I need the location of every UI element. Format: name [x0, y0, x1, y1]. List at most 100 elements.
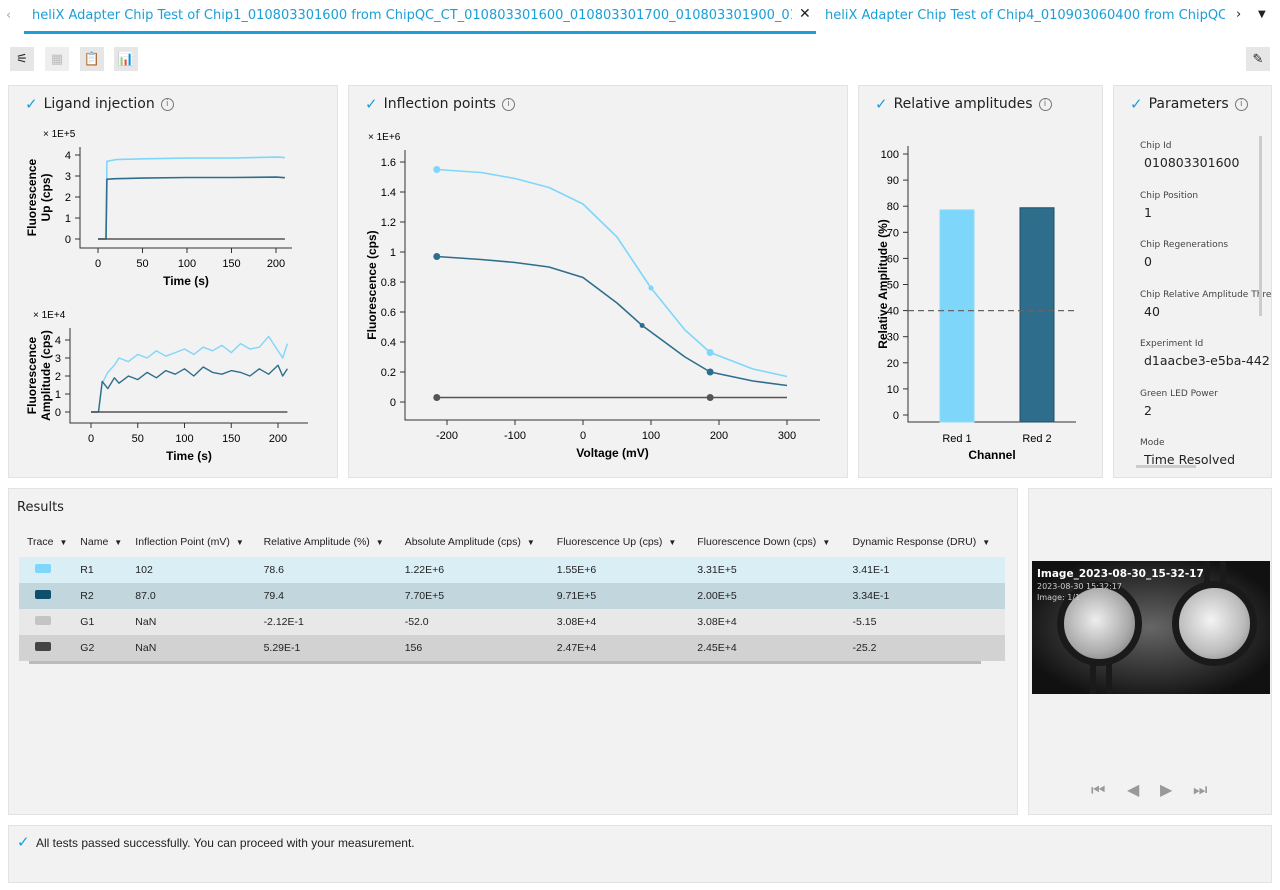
table-cell: 1.55E+6: [556, 564, 597, 576]
column-label: Fluorescence Down (cps): [697, 536, 817, 548]
check-icon: ✓: [25, 95, 38, 113]
y-tick-label: 90: [887, 175, 899, 187]
column-label: Dynamic Response (DRU): [852, 536, 977, 548]
tab-list-dropdown-icon[interactable]: ▼: [1258, 9, 1266, 20]
series-line-R2: [436, 255, 788, 387]
y-tick-label: 30: [887, 332, 899, 344]
y-tick-label: 1: [65, 213, 71, 225]
y-tick-label: 40: [887, 306, 899, 318]
y-tick-label: 0.2: [381, 367, 396, 379]
series-line-R2: [98, 176, 285, 240]
column-header[interactable]: Absolute Amplitude (cps) ▼: [397, 527, 549, 557]
y-axis-label: FluorescenceAmplitude (cps): [25, 330, 53, 421]
tab-chip1[interactable]: heliX Adapter Chip Test of Chip1_0108033…: [32, 8, 792, 23]
column-header[interactable]: Name ▼: [72, 527, 127, 557]
check-icon: ✓: [1130, 95, 1143, 113]
sliders-icon[interactable]: ⚟: [10, 47, 34, 71]
tab-scroll-left[interactable]: ‹: [6, 8, 12, 23]
x-tick-label: 0: [88, 433, 94, 445]
close-tab-icon[interactable]: ✕: [799, 6, 811, 22]
table-row[interactable]: G2 NaN 5.29E-1 156 2.47E+4 2.45E+4 -25.2: [19, 635, 1005, 661]
table-row[interactable]: R2 87.0 79.4 7.70E+5 9.71E+5 2.00E+5 3.34E-1: [19, 583, 1005, 609]
info-icon[interactable]: i: [1234, 97, 1248, 111]
y-tick-label: 1.2: [381, 217, 396, 229]
filter-icon[interactable]: ▼: [59, 538, 68, 547]
filter-icon[interactable]: ▼: [526, 538, 535, 547]
previous-image-icon[interactable]: ◀: [1127, 780, 1140, 799]
filter-icon[interactable]: ▼: [668, 538, 677, 547]
series-line-R2: [91, 364, 288, 413]
axis-frame: [69, 328, 308, 424]
image-panel: Image_2023-08-30_15-32-17 2023-08-30 15:…: [1028, 488, 1272, 815]
chip-image[interactable]: Image_2023-08-30_15-32-17 2023-08-30 15:…: [1032, 561, 1270, 694]
pencil-icon[interactable]: ✎: [1246, 47, 1270, 71]
filter-icon[interactable]: ▼: [822, 538, 831, 547]
parameters-hscrollbar[interactable]: [1136, 465, 1196, 468]
column-label: Inflection Point (mV): [135, 536, 230, 548]
axis-frame: [79, 147, 292, 249]
y-tick-label: 2: [65, 192, 71, 204]
y-tick-label: 10: [887, 384, 899, 396]
filter-icon[interactable]: ▼: [982, 538, 991, 547]
column-label: Fluorescence Up (cps): [556, 536, 663, 548]
y-tick-label: 0.6: [381, 307, 396, 319]
parameters-scrollbar[interactable]: [1259, 136, 1262, 316]
column-header[interactable]: Dynamic Response (DRU) ▼: [845, 527, 1005, 557]
x-tick-label: 150: [222, 258, 240, 270]
info-icon[interactable]: i: [160, 97, 174, 111]
table-hscrollbar[interactable]: [29, 661, 981, 664]
y-tick-label: 1.4: [381, 187, 396, 199]
inflection-points-panel: ✓ Inflection points i: [348, 85, 848, 478]
next-image-icon[interactable]: ▶: [1160, 780, 1173, 799]
trace-color-swatch: [35, 590, 51, 599]
cell-name: G1: [80, 616, 95, 628]
y-tick-label: 2: [55, 371, 61, 383]
filter-icon[interactable]: ▼: [235, 538, 244, 547]
y-tick-label: 1.6: [381, 157, 396, 169]
trace-color-swatch: [35, 642, 51, 651]
grid-icon[interactable]: ▦: [45, 47, 69, 71]
y-tick-label: 3: [65, 171, 71, 183]
column-header[interactable]: Trace ▼: [19, 527, 72, 557]
column-header[interactable]: Relative Amplitude (%) ▼: [256, 527, 397, 557]
parameter-label: Mode: [1140, 438, 1165, 448]
table-cell: 3.34E-1: [852, 590, 890, 602]
clipboard-alert-icon[interactable]: 📋: [80, 47, 104, 71]
filter-icon[interactable]: ▼: [114, 538, 123, 547]
data-point-R2: [639, 323, 645, 328]
x-tick-label: 100: [642, 430, 660, 442]
image-timestamp: 2023-08-30 15:32:17: [1037, 582, 1122, 591]
table-cell: 2.45E+4: [697, 642, 737, 654]
x-axis-label: Time (s): [163, 274, 209, 288]
column-header[interactable]: Inflection Point (mV) ▼: [127, 527, 255, 557]
y-axis-label: Fluorescence (cps): [365, 230, 379, 339]
check-icon: ✓: [365, 95, 378, 113]
image-title: Image_2023-08-30_15-32-17: [1037, 568, 1204, 580]
x-tick-label: 50: [132, 433, 144, 445]
column-header[interactable]: Fluorescence Down (cps) ▼: [689, 527, 844, 557]
table-cell: -2.12E-1: [263, 616, 304, 628]
table-cell: 87.0: [135, 590, 156, 602]
last-image-icon[interactable]: ⏭: [1193, 780, 1208, 799]
tab-scroll-right[interactable]: ›: [1236, 7, 1242, 22]
filter-icon[interactable]: ▼: [375, 538, 384, 547]
axis-multiplier: × 1E+6: [368, 132, 401, 143]
parameter-label: Chip Relative Amplitude Thresh: [1140, 289, 1272, 300]
first-image-icon[interactable]: ⏮: [1091, 780, 1106, 799]
report-icon[interactable]: 📊: [114, 47, 138, 71]
table-cell: 102: [135, 564, 153, 576]
table-row[interactable]: G1 NaN -2.12E-1 -52.0 3.08E+4 3.08E+4 -5.15: [19, 609, 1005, 635]
y-tick-label: 100: [881, 149, 899, 161]
parameter-value: Time Resolved: [1144, 452, 1236, 467]
table-cell: 3.41E-1: [852, 564, 890, 576]
x-tick-label: Red 2: [1022, 433, 1051, 445]
table-row[interactable]: R1 102 78.6 1.22E+6 1.55E+6 3.31E+5 3.41E-1: [19, 557, 1005, 583]
column-label: Name: [80, 536, 109, 548]
info-icon[interactable]: i: [501, 97, 515, 111]
table-cell: 5.29E-1: [263, 642, 301, 654]
column-header[interactable]: Fluorescence Up (cps) ▼: [549, 527, 689, 557]
y-tick-label: 1: [390, 247, 396, 259]
tab-chip4[interactable]: heliX Adapter Chip Test of Chip4_0109030…: [825, 8, 1225, 23]
info-icon[interactable]: i: [1038, 97, 1052, 111]
